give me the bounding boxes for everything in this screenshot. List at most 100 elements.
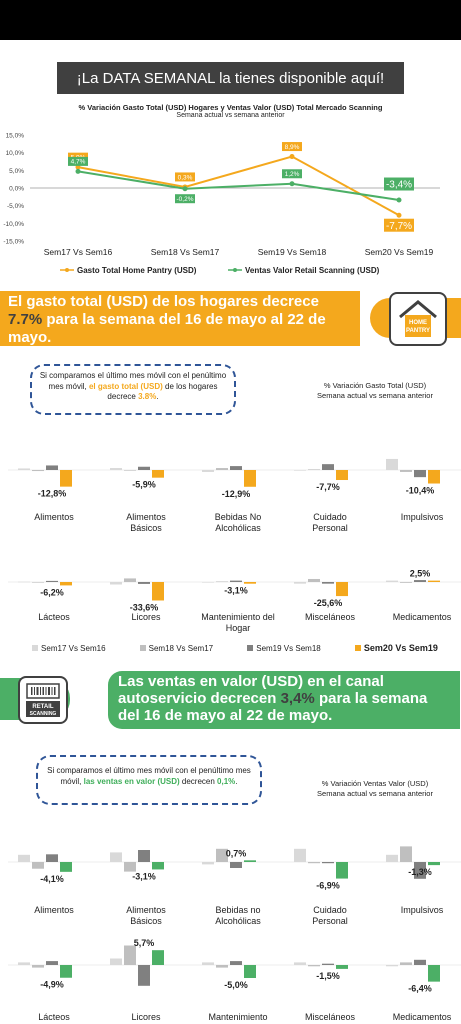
bar	[230, 580, 242, 582]
retail-scanning-logo: RETAIL SCANNING	[18, 676, 68, 724]
logo-text-scanning: SCANNING	[30, 711, 57, 717]
bar	[244, 582, 256, 584]
bar	[124, 945, 136, 965]
home-pantry-side-note: % Variación Gasto Total (USD) Semana actu…	[300, 381, 450, 401]
bar	[308, 578, 320, 582]
category-label: Alimentos	[34, 905, 74, 915]
category-label: Bebidas No	[215, 512, 262, 522]
note-text-mid: decrecen	[179, 776, 218, 786]
category-label: Licores	[131, 612, 161, 622]
data-label-box	[68, 156, 88, 166]
data-label: -0,2%	[177, 196, 194, 203]
data-label: -1,3%	[408, 867, 432, 877]
headline-banner: ¡La DATA SEMANAL la tienes disponible aq…	[57, 62, 404, 94]
data-label: -7,7%	[386, 221, 412, 232]
category-label: Alimentos	[126, 905, 166, 915]
data-label: -6,2%	[40, 587, 64, 597]
legend-item: Sem18 Vs Sem17	[139, 643, 214, 653]
data-point	[75, 168, 81, 174]
note-highlight: las ventas en valor (USD)	[83, 776, 180, 786]
data-label-box	[384, 218, 414, 232]
legend-marker	[233, 268, 237, 272]
bar	[386, 854, 398, 862]
data-label: 0,3%	[178, 174, 193, 181]
bar	[138, 582, 150, 584]
side-title: % Variación Gasto Total (USD)	[323, 381, 427, 390]
bar	[138, 850, 150, 862]
data-label: -3,1%	[224, 586, 248, 596]
side-title: % Variación Ventas Valor (USD)	[321, 779, 429, 788]
bar	[110, 468, 122, 470]
bar	[202, 582, 214, 583]
y-tick-label: 15,0%	[6, 133, 25, 140]
banner-highlight: 3,4%	[280, 690, 315, 707]
legend-item: Sem19 Vs Sem18	[247, 644, 321, 653]
note-text-mid: de los hogares decrece	[107, 381, 218, 402]
bar	[322, 464, 334, 470]
bar	[230, 961, 242, 965]
legend-label: Sem18 Vs Sem17	[148, 643, 214, 653]
bar	[400, 962, 412, 965]
banner-text: El gasto total (USD) de los hogares decr…	[8, 293, 319, 310]
data-label: -1,5%	[316, 971, 340, 981]
bar	[152, 950, 164, 965]
x-tick-label: Sem17 Vs Sem16	[44, 247, 113, 257]
bar	[60, 470, 72, 487]
bar	[152, 582, 164, 601]
bar	[152, 470, 164, 478]
bar	[216, 965, 228, 968]
banner-text: Las ventas en valor (USD) en el canal au…	[118, 673, 384, 707]
y-tick-label: -5,0%	[7, 203, 24, 210]
bar	[414, 862, 426, 879]
bar	[400, 846, 412, 862]
data-point	[75, 164, 81, 170]
note-value: 3.8%	[138, 392, 157, 401]
data-point	[396, 212, 402, 218]
bar	[46, 854, 58, 862]
data-label: -5,9%	[132, 480, 156, 490]
bar	[124, 470, 136, 471]
home-pantry-banner: El gasto total (USD) de los hogares decr…	[0, 291, 360, 346]
bar	[46, 465, 58, 470]
legend-label: Gasto Total Home Pantry (USD)	[77, 266, 197, 275]
bar	[202, 962, 214, 965]
category-label: Medicamentos	[393, 612, 452, 622]
data-label-box	[282, 142, 302, 152]
bar	[18, 581, 30, 583]
bar	[230, 862, 242, 868]
data-label-box	[175, 194, 195, 204]
bar	[32, 862, 44, 869]
data-label: 1,2%	[285, 171, 300, 178]
y-tick-label: -15,0%	[3, 239, 24, 246]
category-label: Cuidado	[313, 512, 347, 522]
note-end: .	[156, 392, 159, 401]
note-value: 0,1%	[217, 776, 236, 786]
data-label: -5,0%	[224, 980, 248, 990]
bar	[216, 468, 228, 470]
bar	[60, 965, 72, 978]
x-tick-label: Sem18 Vs Sem17	[151, 247, 220, 257]
retail-scanning-side-note: % Variación Ventas Valor (USD) Semana act…	[298, 779, 452, 799]
bar	[18, 962, 30, 965]
legend-item: Sem20 Vs Sem19	[354, 643, 438, 653]
category-label: Hogar	[226, 623, 251, 633]
category-label: Personal	[312, 523, 348, 533]
series-line	[77, 155, 400, 217]
y-tick-label: 0,0%	[9, 186, 24, 193]
bar	[308, 965, 320, 967]
bar	[400, 582, 412, 583]
retail-scanning-banner: Las ventas en valor (USD) en el canal au…	[108, 671, 460, 729]
bar	[322, 582, 334, 584]
home-pantry-logo: HOME PANTRY	[389, 292, 447, 346]
note-highlight: el gasto total (USD)	[88, 381, 163, 391]
category-label: Alcohólicas	[215, 916, 261, 926]
home-pantry-note: Si comparamos el último mes móvil con el…	[30, 364, 236, 415]
bar	[428, 862, 440, 866]
data-point	[289, 154, 295, 160]
bar	[138, 965, 150, 986]
home-pantry-bar-chart: -12,8%Alimentos-5,9%AlimentosBásicos-12,…	[8, 458, 461, 633]
bar	[32, 965, 44, 968]
category-label: Lácteos	[38, 612, 70, 622]
data-label: 8,9%	[285, 144, 300, 151]
bar	[336, 965, 348, 969]
